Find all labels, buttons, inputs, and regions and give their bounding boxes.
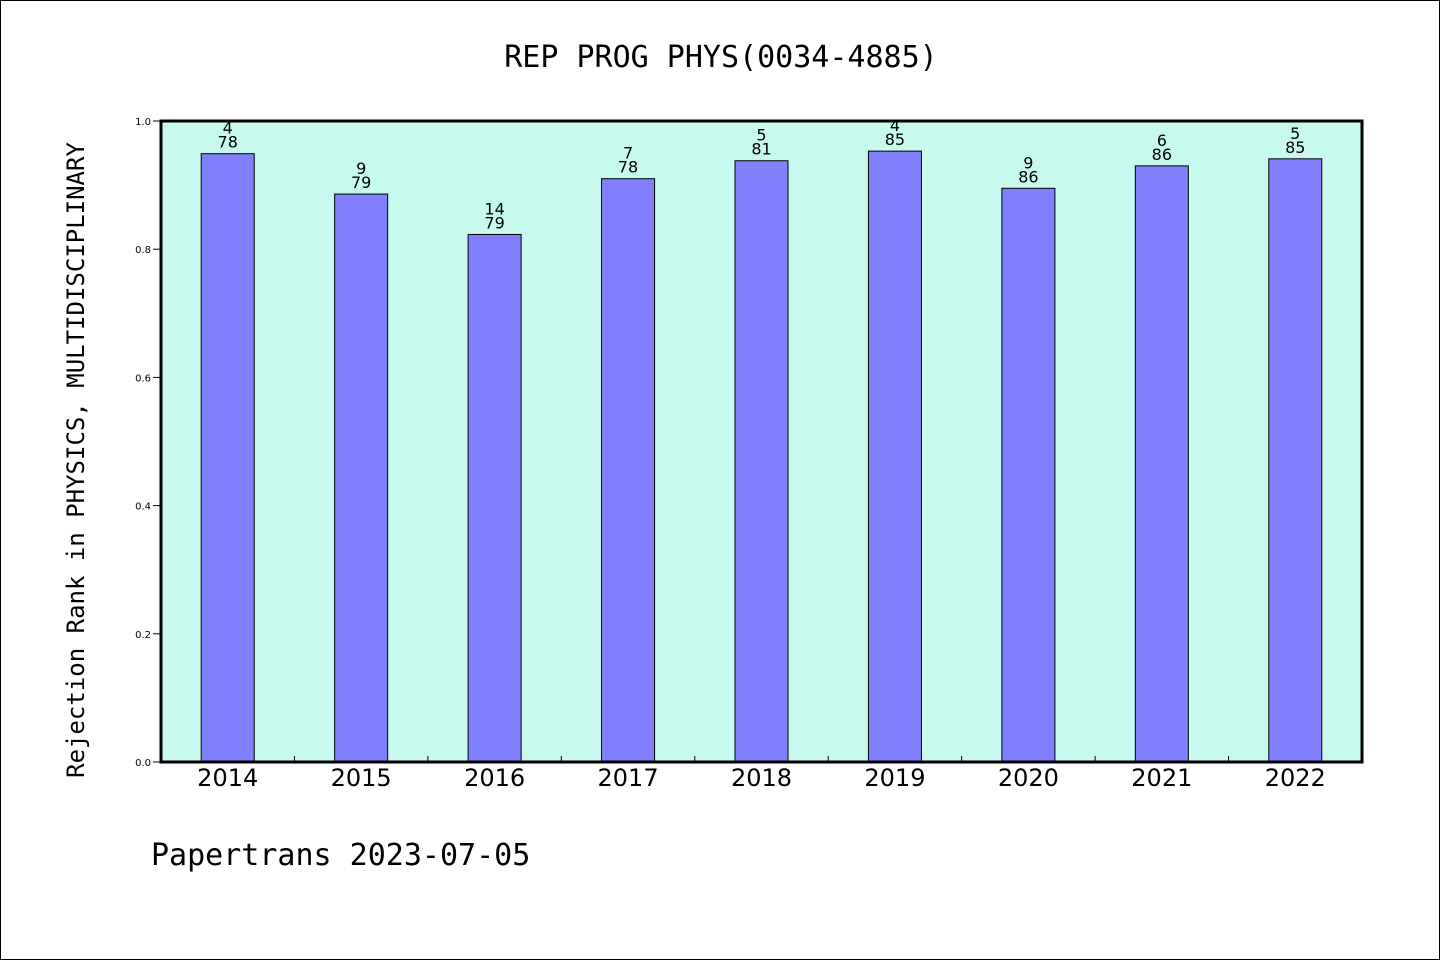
axis-ticks-group: 2014 2015 2016 2017 2018 2019 2020 2021 2022 0.0 0… bbox=[135, 117, 1326, 792]
y-tick-label: 0.0 bbox=[135, 758, 151, 769]
bar-2018 bbox=[734, 160, 789, 763]
bar-2016 bbox=[467, 233, 522, 763]
bar-total-label: 85 bbox=[1285, 138, 1305, 157]
bar-total-label: 78 bbox=[618, 158, 638, 177]
x-tick-label: 2015 bbox=[331, 764, 392, 792]
x-tick-label: 2020 bbox=[998, 764, 1059, 792]
bar-total-label: 81 bbox=[751, 140, 771, 159]
bar-2020 bbox=[1001, 187, 1056, 763]
bar-rank-label: 7 bbox=[623, 144, 633, 163]
x-tick-label: 2017 bbox=[598, 764, 659, 792]
bar-rank-label: 6 bbox=[1157, 131, 1167, 150]
bar-rank-label: 5 bbox=[756, 126, 766, 145]
x-tick-label: 2016 bbox=[464, 764, 525, 792]
bar-rank-label: 9 bbox=[356, 159, 366, 178]
x-tick-label: 2018 bbox=[731, 764, 792, 792]
x-tick-label: 2014 bbox=[197, 764, 258, 792]
plot-border bbox=[159, 119, 1364, 764]
y-tick-label: 1.0 bbox=[135, 117, 151, 128]
bar-total-label: 86 bbox=[1018, 167, 1038, 186]
y-tick-label: 0.4 bbox=[135, 502, 151, 513]
bar-total-label: 79 bbox=[351, 173, 371, 192]
bar-rank-label: 9 bbox=[1023, 153, 1033, 172]
y-tick-label: 0.8 bbox=[135, 245, 151, 256]
bar-total-label: 86 bbox=[1152, 145, 1172, 164]
bar-2015 bbox=[334, 193, 389, 763]
y-tick-label: 0.6 bbox=[135, 373, 151, 384]
bar-total-label: 85 bbox=[885, 130, 905, 149]
bar-rank-label: 5 bbox=[1290, 124, 1300, 143]
bar-total-label: 78 bbox=[218, 133, 238, 152]
footer-date-text: Papertrans 2023-07-05 bbox=[151, 838, 530, 873]
bar-rank-label: 4 bbox=[890, 116, 900, 135]
bar-2017 bbox=[601, 178, 656, 763]
x-tick-label: 2021 bbox=[1131, 764, 1192, 792]
x-tick-label: 2019 bbox=[864, 764, 925, 792]
chart-title: REP PROG PHYS(0034-4885) bbox=[504, 40, 937, 75]
bar-rank-label: 4 bbox=[223, 119, 233, 138]
y-tick-label: 0.2 bbox=[135, 630, 151, 641]
bar-2019 bbox=[867, 150, 922, 763]
bar-2022 bbox=[1268, 158, 1323, 763]
bar-2014 bbox=[200, 153, 255, 763]
bar-total-label: 79 bbox=[484, 213, 504, 232]
bar-rank-label: 14 bbox=[484, 199, 504, 218]
y-axis-label: Rejection Rank in PHYSICS, MULTIDISCIPLI… bbox=[62, 142, 90, 778]
bar-2021 bbox=[1134, 165, 1189, 763]
x-tick-label: 2022 bbox=[1265, 764, 1326, 792]
